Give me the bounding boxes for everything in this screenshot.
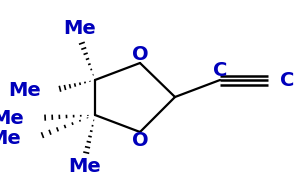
Text: CH: CH: [280, 71, 295, 90]
Text: Me: Me: [69, 158, 101, 176]
Text: Me: Me: [0, 129, 21, 147]
Text: Me: Me: [0, 108, 24, 127]
Text: C: C: [213, 62, 227, 81]
Text: O: O: [132, 130, 148, 149]
Text: O: O: [132, 45, 148, 64]
Text: Me: Me: [64, 20, 96, 38]
Text: Me: Me: [8, 81, 41, 100]
